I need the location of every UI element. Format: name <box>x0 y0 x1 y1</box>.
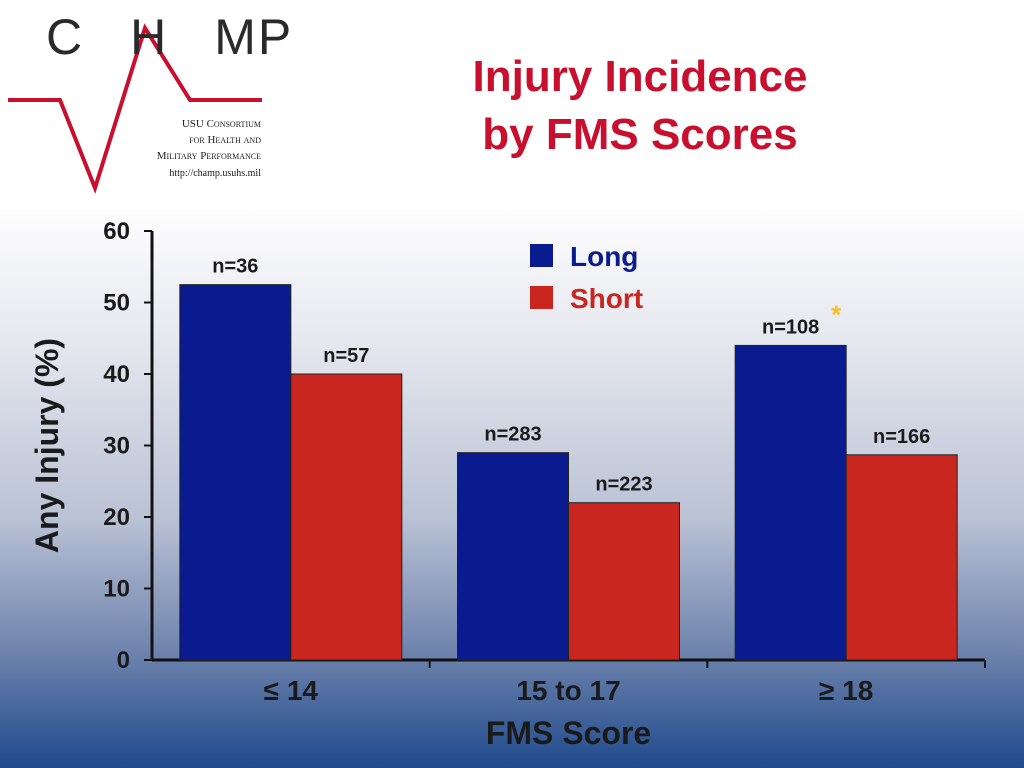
bar-long <box>179 284 292 661</box>
logo-line-2: for Health and <box>189 134 261 146</box>
bar-short <box>845 454 958 661</box>
logo-line-3: Military Performance <box>156 150 261 162</box>
legend-swatch-long <box>530 244 553 267</box>
data-label: n=57 <box>323 345 369 367</box>
y-tick-label: 50 <box>103 290 130 317</box>
logo-url: http://champ.usuhs.mil <box>169 168 261 179</box>
y-tick-label: 40 <box>103 361 130 388</box>
logo-line-1: USU Consortium <box>181 118 261 130</box>
y-tick-label: 0 <box>117 647 130 674</box>
slide-title: Injury Incidence by FMS Scores <box>400 48 880 164</box>
title-line-1: Injury Incidence <box>472 52 808 101</box>
logo-wordmark: CHMP <box>46 8 293 66</box>
x-category-label: ≥ 18 <box>819 675 873 706</box>
x-axis-title: FMS Score <box>486 715 651 751</box>
bar-short <box>290 373 403 661</box>
champ-logo: CHMP USU Consortium for Health and Milit… <box>0 0 291 200</box>
significance-star: * <box>831 299 842 329</box>
logo-wordmark-left: CH <box>46 9 215 65</box>
x-category-label: ≤ 14 <box>264 675 319 706</box>
bar-long <box>734 344 847 661</box>
legend-label-long: Long <box>570 241 638 272</box>
logo-wordmark-right: MP <box>214 9 294 65</box>
bar-short <box>568 502 680 661</box>
logo-heartbeat-icon <box>8 23 262 194</box>
data-label: n=166 <box>873 426 930 448</box>
y-tick-label: 10 <box>103 576 130 603</box>
y-tick-label: 60 <box>103 218 130 245</box>
bar-chart: 0 10 20 30 40 50 60 ≤ 14 n=36 n=57 15 to 17 n=283 n=… <box>29 218 986 751</box>
data-label: n=108 <box>762 316 819 338</box>
y-tick-label: 20 <box>103 504 130 531</box>
data-label: n=36 <box>212 256 258 278</box>
legend-label-short: Short <box>570 283 643 314</box>
legend-swatch-short <box>530 286 553 309</box>
title-line-2: by FMS Scores <box>482 110 798 159</box>
y-axis-title: Any Injury (%) <box>29 338 65 553</box>
data-label: n=223 <box>595 474 652 496</box>
x-category-label: 15 to 17 <box>516 675 620 706</box>
y-tick-label: 30 <box>103 433 130 460</box>
bar-long <box>457 452 569 661</box>
data-label: n=283 <box>484 424 541 446</box>
